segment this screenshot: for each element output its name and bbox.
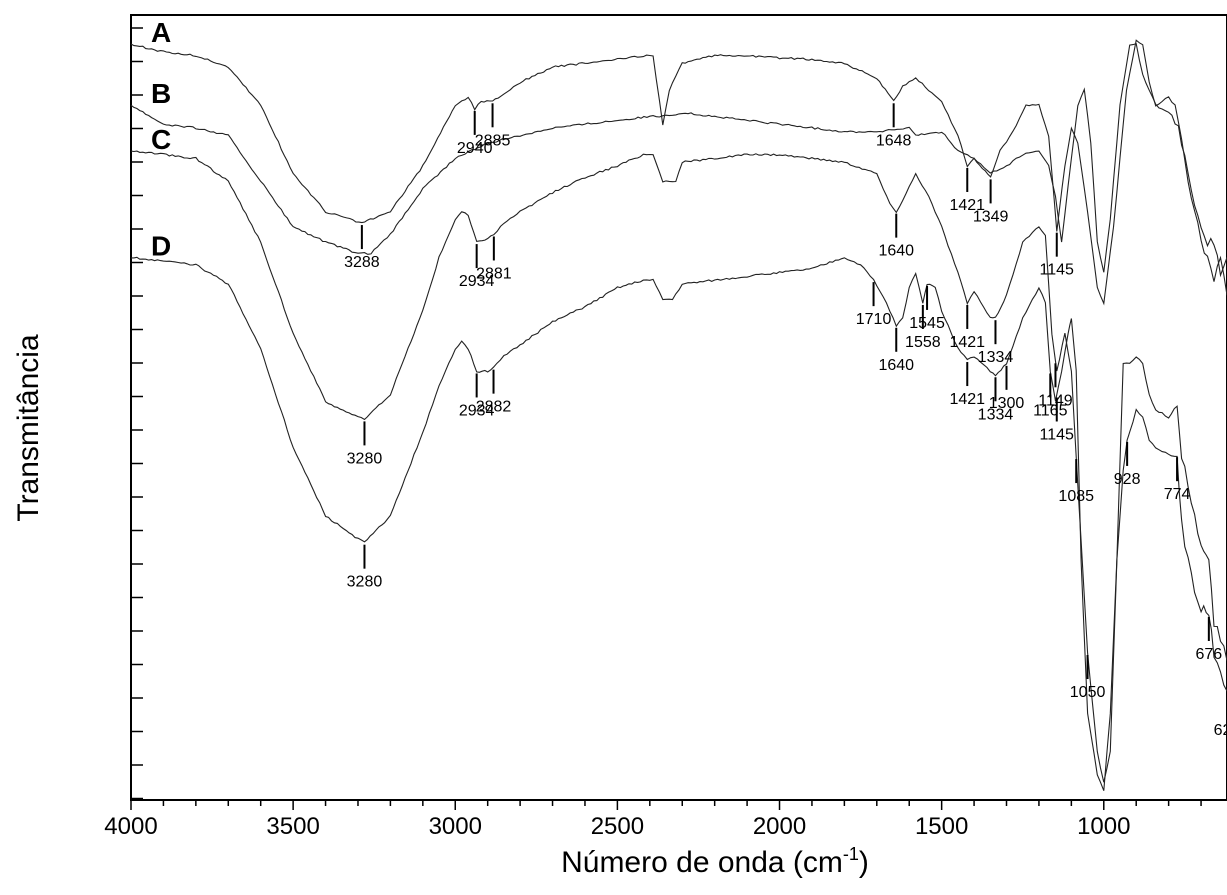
peak-label: 1710 [856,311,892,328]
peak-label: 2934 [459,402,495,419]
peak-label: 2882 [476,399,512,416]
peak-label: 1545 [909,315,945,332]
spectrum-line-B [130,43,1227,278]
spectra-series: ABC D [130,17,1227,791]
y-axis-title: Transmitância [12,334,45,522]
x-tick-label: 3500 [266,813,319,840]
peak-label: 2934 [459,273,495,290]
x-tick-label: 4000 [104,813,157,840]
peak-label: 928 [1114,471,1141,488]
series-label-B: B [151,78,171,109]
x-axis-title-main: Número de onda (cm [561,846,843,879]
peak-label: 1085 [1058,488,1094,505]
peak-label: 1050 [1070,684,1106,701]
peak-label: 1421 [949,334,985,351]
peak-label: 1421 [949,391,985,408]
x-axis-ticks: 4000 3500 3000 2500 2000 1500 1000 [104,800,1202,840]
x-axis-title-close: ) [859,846,869,879]
spectrum-line-C [130,150,1227,783]
peak-label: 1349 [973,208,1009,225]
peak-label: 1334 [978,349,1014,366]
peak-label: 2881 [476,265,512,282]
spectrum-line-D [131,256,1227,791]
peak-label: 1558 [905,334,941,351]
peak-label: 620 [1214,722,1227,739]
peak-label: 774 [1164,486,1191,503]
x-axis-title: Número de onda (cm-1) [561,844,869,879]
peak-label: 3288 [344,254,380,271]
peak-label: 2885 [475,132,511,149]
peak-label: 1145 [1040,426,1075,443]
peak-label: 1145 [1040,262,1075,279]
peak-label: 1334 [978,406,1014,423]
peak-label: 1165 [1033,402,1068,419]
series-label-A: A [151,17,171,48]
series-label-C: C [151,124,171,155]
series-label-D: D [151,230,171,261]
peak-label: 1300 [989,395,1025,412]
x-tick-label: 1000 [1077,813,1130,840]
x-tick-label: 3000 [429,813,482,840]
peak-label: 1640 [878,357,914,374]
x-axis-title-superscript: -1 [843,844,859,864]
plot-frame [130,14,1227,801]
peak-label: 2940 [457,140,493,157]
peak-label: 3280 [347,574,383,591]
y-axis-ticks [131,27,143,800]
x-tick-label: 2000 [753,813,806,840]
peak-label: 676 [1195,646,1222,663]
spectrum-line-A [130,39,1227,306]
peak-label: 1421 [949,197,985,214]
x-tick-label: 2500 [591,813,644,840]
x-tick-label: 1500 [915,813,968,840]
plot-border [130,14,1227,801]
peak-label: 1149 [1038,392,1073,409]
peak-label: 1648 [876,132,912,149]
peak-label: 1640 [878,243,914,260]
peak-label: 3280 [347,450,383,467]
